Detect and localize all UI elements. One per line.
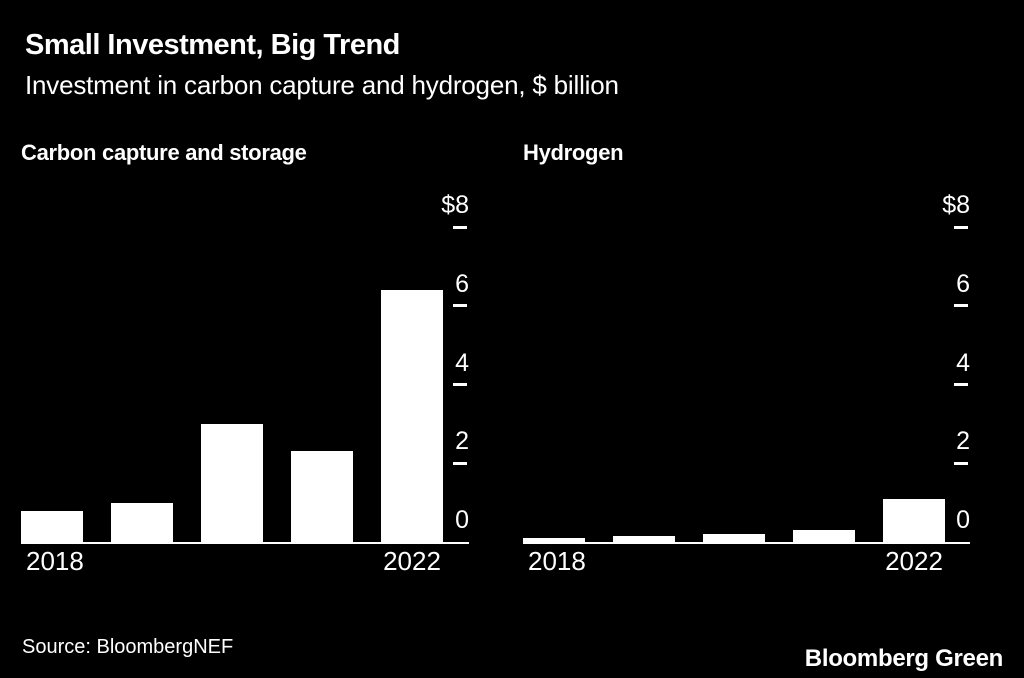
x-axis-label-first: 2018	[528, 546, 586, 576]
y-axis-label: 0	[956, 506, 970, 534]
y-axis-label: $8	[441, 191, 469, 219]
y-axis-label: $8	[942, 191, 970, 219]
y-axis-tick	[453, 225, 467, 229]
bar-2019	[111, 502, 173, 542]
bar-2018	[523, 538, 585, 542]
bar-2021	[793, 530, 855, 542]
source-label: Source: BloombergNEF	[22, 636, 234, 658]
brand-logo-text: Bloomberg Green	[804, 645, 1004, 672]
panel-title-hydrogen: Hydrogen	[523, 140, 624, 165]
y-axis-tick	[453, 461, 467, 465]
page-subtitle: Investment in carbon capture and hydroge…	[25, 70, 619, 100]
y-axis-label: 2	[956, 427, 970, 456]
y-axis-label: 2	[455, 427, 469, 456]
bar-2020	[703, 534, 765, 542]
plot-area: $8 6 4 2 0	[523, 180, 970, 544]
bar-2022	[883, 498, 945, 542]
y-axis-tick	[954, 461, 968, 465]
y-axis-label: 6	[455, 269, 469, 298]
y-axis-label: 4	[956, 348, 970, 377]
y-axis-tick	[954, 225, 968, 229]
y-axis-label: 0	[455, 506, 469, 534]
y-axis-label: 4	[455, 348, 469, 377]
x-axis-label-first: 2018	[26, 546, 84, 576]
bar-2022	[381, 290, 443, 542]
y-axis-tick	[954, 383, 968, 386]
panel-title-carbon-capture: Carbon capture and storage	[21, 140, 307, 165]
bar-2019	[613, 536, 675, 542]
page-title: Small Investment, Big Trend	[25, 29, 400, 61]
plot-area: $8 6 4 2 0	[21, 180, 469, 544]
bar-2021	[291, 451, 353, 542]
bar-2020	[201, 423, 263, 542]
y-axis-tick	[453, 383, 467, 386]
y-axis-tick	[453, 304, 467, 308]
x-axis-labels: 2018 2022	[21, 548, 469, 578]
bar-2018	[21, 510, 83, 542]
y-axis-label: 6	[956, 269, 970, 298]
y-axis-tick	[954, 304, 968, 308]
x-axis-label-last: 2022	[885, 546, 943, 576]
x-axis-labels: 2018 2022	[523, 548, 970, 578]
x-axis-label-last: 2022	[383, 546, 441, 576]
